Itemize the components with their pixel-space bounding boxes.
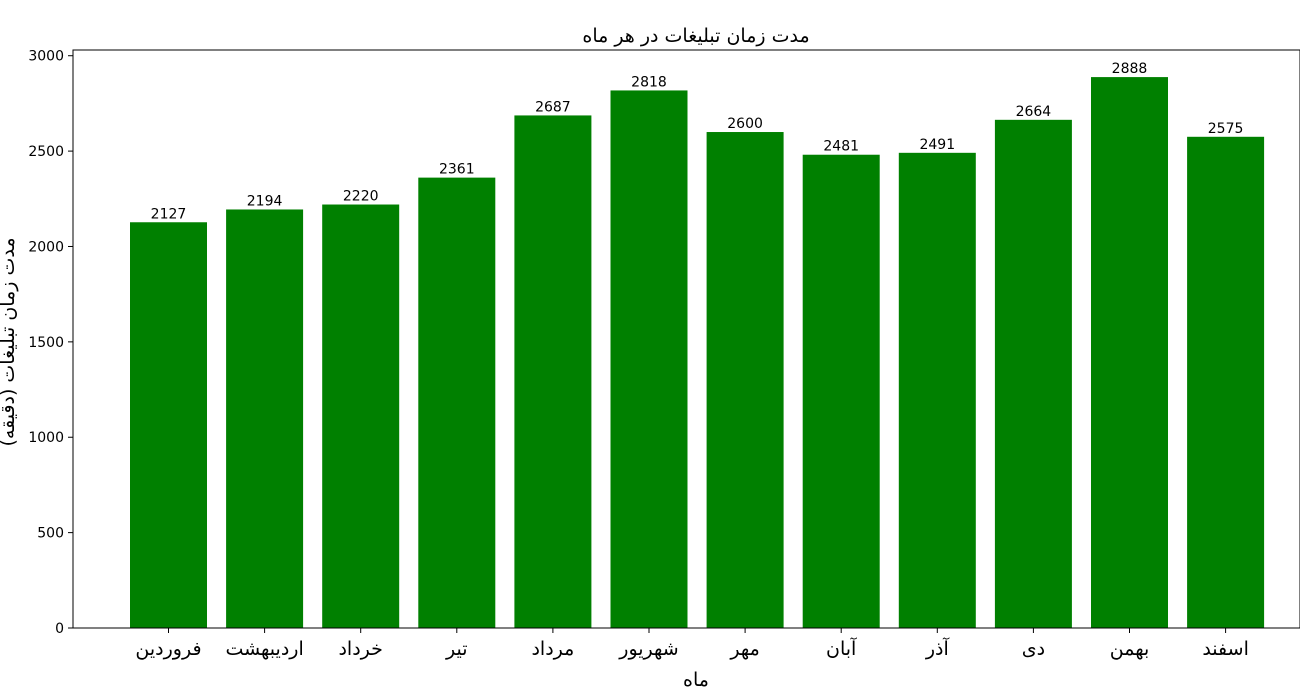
y-tick-label: 1000 — [28, 430, 64, 446]
plot-frame — [72, 49, 1300, 629]
bar — [706, 132, 784, 628]
bar-value-label: 2888 — [1112, 61, 1148, 77]
x-tick-label: شهریور — [618, 638, 678, 660]
x-tick-label: آبان — [826, 636, 857, 660]
chart-title: مدت زمان تبلیغات در هر ماه — [582, 25, 809, 47]
bar — [1187, 136, 1265, 628]
y-tick-label: 1500 — [28, 335, 64, 351]
bar-value-label: 2664 — [1016, 104, 1052, 120]
bar-value-label: 2600 — [727, 116, 763, 132]
bar — [418, 177, 496, 628]
bar-value-label: 2491 — [919, 137, 955, 153]
bar-value-label: 2220 — [343, 189, 379, 205]
bar — [610, 90, 688, 629]
bar — [322, 204, 400, 629]
bar-value-label: 2818 — [631, 74, 667, 90]
x-axis-label: ماه — [683, 669, 709, 691]
bar — [130, 222, 207, 629]
value-labels: 2127 2194 2220 2361 2687 2818 2600 2481 2491 2664… — [151, 61, 1244, 222]
bar — [898, 152, 976, 628]
x-tick-label: مرداد — [531, 638, 574, 660]
bar-value-label: 2575 — [1208, 121, 1244, 137]
bar-value-label: 2481 — [823, 139, 859, 155]
bar — [226, 209, 304, 628]
x-tick-label: بهمن — [1110, 638, 1150, 660]
x-tick-label: دی — [1022, 638, 1045, 660]
y-axis: 0 500 1000 1500 2000 2500 3000 — [28, 49, 73, 637]
bar — [514, 115, 592, 629]
y-tick-label: 0 — [55, 621, 64, 637]
x-tick-label: مهر — [729, 638, 759, 660]
x-tick-label: آذر — [925, 636, 950, 660]
bar-value-label: 2127 — [151, 206, 187, 222]
x-tick-label: خرداد — [338, 638, 382, 660]
y-tick-label: 3000 — [28, 49, 64, 65]
x-tick-label: تیر — [445, 638, 468, 660]
x-tick-label: فروردین — [135, 638, 201, 660]
x-tick-label: اسفند — [1202, 638, 1249, 660]
bars — [130, 77, 1265, 629]
y-tick-label: 2500 — [28, 144, 64, 160]
x-tick-label: اردیبهشت — [225, 638, 303, 660]
y-tick-label: 500 — [37, 526, 64, 542]
bar-value-label: 2361 — [439, 162, 475, 178]
y-axis-label: مدت زمان تبلیغات (دقیقه) — [0, 237, 19, 446]
y-tick-label: 2000 — [28, 239, 64, 255]
bar — [1091, 77, 1168, 629]
bar — [994, 119, 1072, 629]
bar-value-label: 2194 — [247, 193, 283, 209]
bar — [802, 154, 880, 628]
bar-value-label: 2687 — [535, 99, 571, 115]
x-axis: فروردین اردیبهشت خرداد تیر مرداد شهریور مهر آبا… — [135, 628, 1249, 660]
